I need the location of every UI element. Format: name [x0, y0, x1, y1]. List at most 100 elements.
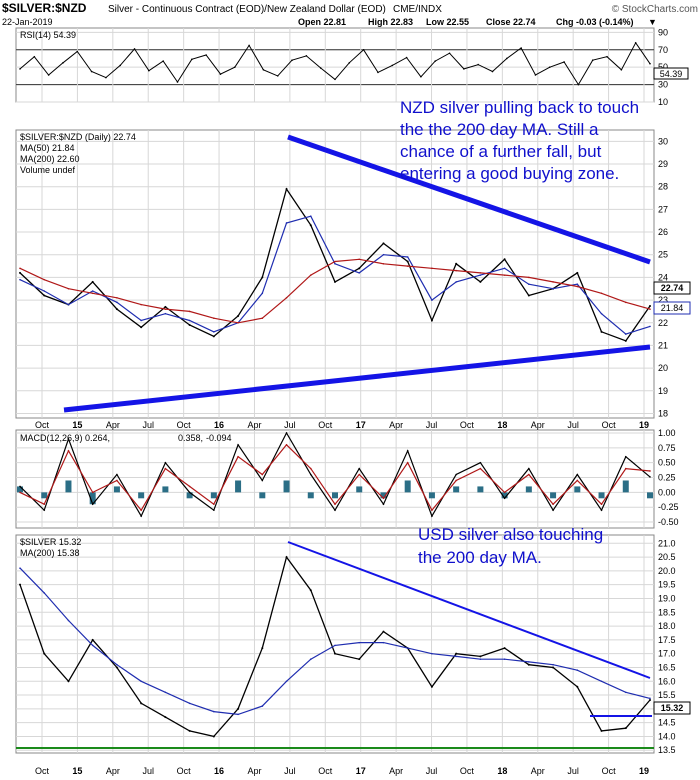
usd-price-line-point-24	[600, 729, 603, 732]
usd-price-line-point-17	[430, 685, 433, 688]
nzd-ma50-line-point-4	[116, 301, 118, 304]
rsi-line-point-1	[33, 55, 36, 58]
nzd-ma50-line-point-3	[91, 290, 94, 292]
usd-price-line-point-15	[382, 630, 385, 633]
usd-ma200-line-point-18	[455, 655, 457, 658]
nzd-ma200-line-point-2	[67, 287, 70, 290]
macd-hist-bar-8	[210, 492, 217, 499]
macd-signal-line-point-16	[406, 461, 409, 464]
rsi-panel	[15, 27, 655, 103]
nzd-price-line-point-0	[19, 271, 21, 274]
x-tick-label-0-7: Jul	[284, 420, 296, 430]
usd-price-line-point-11	[285, 556, 288, 559]
usd-price-line-point-7	[188, 729, 191, 732]
macd-line-point-23	[576, 473, 579, 476]
nzd-price-line-point-26	[649, 304, 651, 307]
rsi-line-point-28	[420, 75, 422, 78]
nzd-ma50-line-point-22	[552, 287, 554, 290]
x-tick-label-0-10: Apr	[389, 420, 403, 430]
macd-hist-bar-3	[89, 492, 96, 505]
y-tick-label-0-3: 30	[658, 80, 668, 90]
macd-hist-bar-7	[186, 492, 193, 499]
x-tick-label-0-6: Apr	[247, 420, 261, 430]
rsi-line-point-17	[262, 68, 265, 71]
rsi-line-point-27	[405, 56, 408, 59]
macd-hist-bar-25	[622, 480, 629, 493]
y-tick-label-1-9: 21	[658, 340, 668, 350]
macd-line-point-14	[358, 467, 361, 470]
macd-signal-line-point-20	[503, 491, 506, 494]
rsi-line-point-30	[448, 52, 451, 55]
usd-price-line-point-10	[261, 647, 264, 650]
y-tick-label-3-15: 13.5	[658, 745, 676, 755]
rsi-line-point-43	[634, 42, 637, 44]
nzd-price-line-point-18	[455, 262, 458, 265]
macd-hist-bar-20	[501, 492, 508, 499]
macd-hist-bar-5	[138, 492, 145, 499]
macd-hist-bar-13	[332, 492, 338, 499]
rsi-line-point-44	[649, 62, 651, 65]
y-tick-label-0-1: 70	[658, 45, 668, 55]
macd-signal-line-point-12	[309, 467, 312, 470]
y-tick-label-2-4: 0.00	[658, 487, 676, 497]
usd-annotation: USD silver also touching the 200 day MA.	[418, 525, 603, 567]
nzd-ma50-line-point-26	[649, 325, 651, 328]
usd-price-line-point-12	[309, 589, 312, 592]
x-tick-label-0-17: 19	[639, 420, 649, 430]
nzd-ma50-line-point-6	[164, 312, 167, 315]
nzd-ma200-line-point-19	[479, 272, 482, 274]
x-tick-label-0-0: Oct	[35, 420, 50, 430]
y-tick-label-3-1: 20.5	[658, 552, 676, 562]
nzd-price-line-point-14	[358, 267, 361, 270]
rsi-last-badge	[653, 67, 689, 80]
rsi-line-point-6	[105, 76, 107, 79]
close-value: Close 22.74	[486, 17, 536, 27]
macd-hist-bar-14	[356, 486, 363, 493]
x-tick-label-0-1: 15	[72, 420, 82, 430]
usd-ma200-line-point-13	[334, 644, 336, 647]
nzd-price-line-point-21	[527, 294, 530, 297]
nzd-ma200-line-point-7	[188, 310, 191, 313]
nzd-ma50-line-point-15	[382, 253, 385, 256]
y-tick-label-3-2: 20.0	[658, 566, 676, 576]
usd-price-line-point-2	[67, 680, 70, 683]
rsi-line-point-0	[19, 68, 21, 70]
macd-line-point-8	[213, 509, 215, 511]
nzd-ma50-line-point-25	[624, 333, 627, 335]
y-tick-label-2-6: -0.50	[658, 517, 679, 527]
rsi-line-point-4	[76, 50, 79, 53]
macd-signal-line-point-24	[600, 503, 603, 506]
macd-signal-line-point-15	[382, 497, 385, 500]
nzd-ma200-line-point-15	[382, 262, 385, 265]
nzd-note-line-1: NZD silver pulling back to touch	[400, 98, 639, 117]
nzd-ma50-line-point-24	[600, 312, 603, 315]
usd-price-line-point-26	[649, 699, 651, 702]
x-tick-label-0-2: Apr	[106, 420, 120, 430]
rsi-line-point-14	[219, 73, 222, 75]
x-tick-label-1-16: Oct	[602, 766, 617, 776]
y-tick-label-1-12: 18	[658, 408, 668, 418]
rsi-line-point-29	[434, 60, 437, 62]
macd-legend: MACD(12,26,9) 0.264,	[20, 433, 110, 443]
rsi-legend: RSI(14) 54.39	[20, 30, 76, 40]
macd-line-point-5	[140, 515, 142, 517]
macd-hist-bar-18	[453, 486, 460, 493]
nzd-resistance-trendline	[287, 134, 651, 265]
macd-hist-bar-23	[574, 486, 581, 493]
y-tick-label-1-2: 28	[658, 182, 668, 192]
nzd-ma50-line-point-17	[431, 299, 433, 301]
macd-hist-bar-12	[307, 492, 314, 499]
nzd-ma200-line-point-4	[116, 297, 118, 299]
nzd-ma200-line-point-1	[43, 278, 46, 281]
ma50-last-label: 21.84	[661, 303, 684, 313]
macd-signal-line-point-11	[285, 444, 288, 446]
macd-signal-line-point-21	[528, 473, 530, 476]
usd-last-badge	[653, 701, 691, 715]
nzd-ma200-line-point-24	[600, 292, 603, 295]
x-tick-label-1-17: 19	[639, 766, 649, 776]
usd-ma200-line-point-25	[624, 691, 627, 694]
x-tick-label-0-15: Jul	[567, 420, 579, 430]
usd-ma200-line-point-14	[358, 641, 361, 644]
nzd-ma200-line-point-13	[334, 260, 336, 263]
nzd-price-line-point-20	[503, 258, 506, 261]
